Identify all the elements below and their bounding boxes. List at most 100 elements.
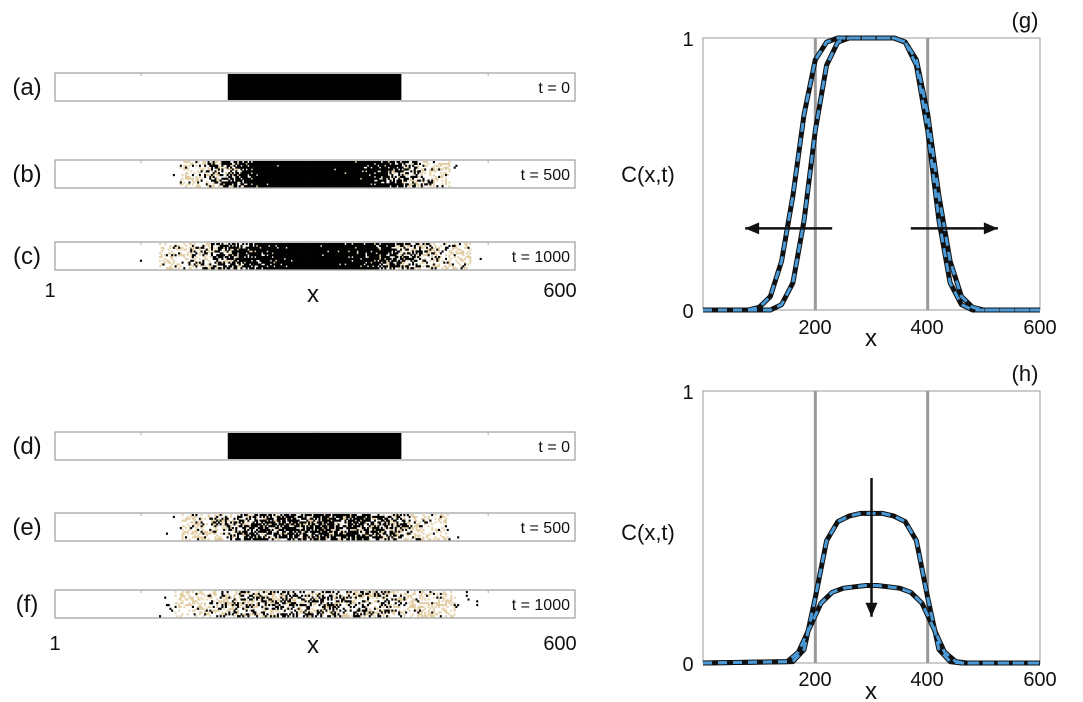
agent	[391, 185, 394, 188]
agent	[242, 257, 245, 261]
agent-trace	[464, 243, 467, 246]
agent-trace	[394, 244, 397, 248]
agent	[330, 166, 333, 169]
agent-trace	[207, 248, 210, 251]
agent	[295, 250, 298, 253]
agent-trace	[164, 261, 167, 264]
agent	[372, 243, 375, 246]
agent	[425, 243, 428, 246]
agent-trace	[224, 594, 227, 597]
agent-trace	[420, 179, 423, 182]
agent-trace	[432, 250, 435, 253]
agent	[256, 532, 259, 535]
agent	[393, 254, 396, 257]
agent	[334, 170, 337, 173]
agent	[275, 248, 278, 251]
agent-trace	[219, 166, 222, 169]
agent	[268, 162, 271, 166]
agent	[257, 177, 260, 180]
agent	[412, 161, 415, 164]
agent	[353, 257, 356, 261]
agent	[323, 250, 326, 253]
agent	[386, 250, 389, 253]
agent	[356, 179, 359, 182]
agent	[264, 254, 267, 257]
agent	[393, 248, 396, 251]
agent	[299, 177, 302, 180]
agent	[302, 168, 305, 171]
agent	[346, 161, 349, 164]
agent	[391, 243, 394, 246]
agent	[249, 261, 252, 264]
agent	[252, 250, 255, 253]
agent	[370, 259, 373, 262]
agent	[282, 175, 285, 179]
agent	[315, 179, 318, 182]
agent-trace	[179, 183, 182, 186]
agent	[346, 183, 349, 186]
agent	[280, 256, 283, 259]
agent	[297, 170, 300, 173]
snapshot-agents	[159, 591, 479, 618]
agent	[269, 244, 272, 248]
agent-trace	[434, 252, 437, 255]
agent	[341, 265, 344, 268]
agent	[311, 179, 314, 182]
agent	[282, 519, 285, 522]
agent	[346, 244, 349, 248]
agent	[238, 248, 241, 251]
agent	[332, 538, 335, 541]
agent-trace	[214, 609, 217, 612]
agent-trace	[462, 259, 465, 262]
agent	[306, 162, 309, 166]
agent	[380, 517, 383, 520]
agent-trace	[178, 609, 181, 612]
agent	[332, 252, 335, 255]
agent	[313, 254, 316, 257]
agent-trace	[186, 532, 189, 535]
agent	[363, 521, 366, 524]
agent	[328, 521, 331, 524]
agent	[451, 263, 454, 266]
agent	[264, 528, 267, 532]
agent-trace	[469, 257, 472, 261]
agent	[263, 536, 266, 539]
agent	[315, 250, 318, 253]
agent	[278, 536, 281, 539]
agent-trace	[276, 521, 279, 524]
agent	[263, 523, 266, 526]
agent	[356, 183, 359, 186]
agent-trace	[179, 166, 182, 169]
agent	[269, 246, 272, 249]
agent	[292, 185, 295, 188]
agent-trace	[185, 604, 188, 607]
agent	[479, 257, 482, 261]
agent	[235, 166, 238, 169]
agent	[304, 252, 307, 255]
agent	[363, 175, 366, 179]
agent	[290, 263, 293, 266]
agent	[373, 254, 376, 257]
agent	[287, 164, 290, 167]
agent	[455, 164, 458, 167]
agent	[162, 263, 165, 266]
agent	[283, 525, 286, 528]
agent-trace	[339, 523, 342, 526]
agent-trace	[193, 243, 196, 246]
agent	[233, 164, 236, 167]
agent	[256, 248, 259, 251]
agent-trace	[237, 530, 240, 533]
agent	[337, 261, 340, 264]
agent-trace	[365, 534, 368, 537]
agent	[257, 252, 260, 255]
agent	[209, 185, 212, 188]
agent	[415, 243, 418, 246]
agent	[289, 534, 292, 537]
agent-trace	[202, 161, 205, 164]
agent	[269, 525, 272, 528]
agent	[268, 517, 271, 520]
agent	[399, 514, 402, 517]
agent	[351, 181, 354, 184]
agent	[351, 252, 354, 255]
agent-trace	[224, 172, 227, 175]
